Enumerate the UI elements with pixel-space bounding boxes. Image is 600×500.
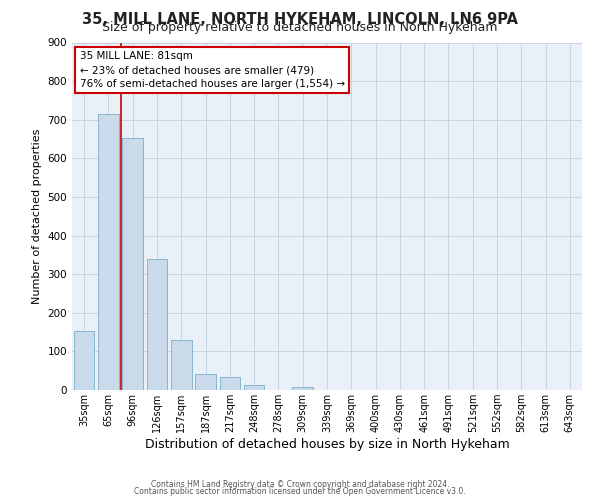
Bar bbox=[98, 114, 119, 390]
Bar bbox=[171, 340, 191, 390]
X-axis label: Distribution of detached houses by size in North Hykeham: Distribution of detached houses by size … bbox=[145, 438, 509, 451]
Bar bbox=[122, 138, 143, 390]
Text: Contains HM Land Registry data © Crown copyright and database right 2024.: Contains HM Land Registry data © Crown c… bbox=[151, 480, 449, 489]
Text: Contains public sector information licensed under the Open Government Licence v3: Contains public sector information licen… bbox=[134, 487, 466, 496]
Bar bbox=[244, 386, 265, 390]
Bar bbox=[74, 332, 94, 390]
Text: 35, MILL LANE, NORTH HYKEHAM, LINCOLN, LN6 9PA: 35, MILL LANE, NORTH HYKEHAM, LINCOLN, L… bbox=[82, 12, 518, 26]
Bar bbox=[195, 374, 216, 390]
Text: Size of property relative to detached houses in North Hykeham: Size of property relative to detached ho… bbox=[102, 22, 498, 35]
Bar bbox=[292, 387, 313, 390]
Text: 35 MILL LANE: 81sqm
← 23% of detached houses are smaller (479)
76% of semi-detac: 35 MILL LANE: 81sqm ← 23% of detached ho… bbox=[80, 51, 345, 89]
Bar bbox=[146, 258, 167, 390]
Y-axis label: Number of detached properties: Number of detached properties bbox=[32, 128, 42, 304]
Bar bbox=[220, 378, 240, 390]
